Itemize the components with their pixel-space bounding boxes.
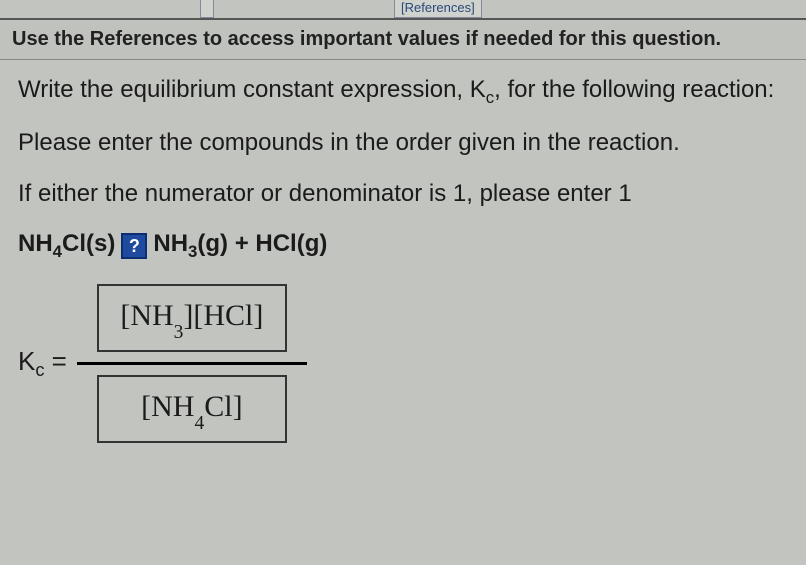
subscript: 3 xyxy=(174,322,184,343)
reaction-arrow-help-icon[interactable]: ? xyxy=(121,233,147,259)
numerator-input[interactable]: [NH3][HCl] xyxy=(97,284,287,352)
reactant: NH4Cl(s) xyxy=(18,228,115,263)
text: = xyxy=(44,346,66,376)
text: [NH xyxy=(141,390,194,423)
text: Cl] xyxy=(204,390,242,423)
prompt-line-2: Please enter the compounds in the order … xyxy=(18,127,788,159)
subscript: 4 xyxy=(53,242,62,261)
top-tab-row: [References] xyxy=(0,0,806,18)
question-body: Write the equilibrium constant expressio… xyxy=(0,60,806,457)
tab-references[interactable]: [References] xyxy=(394,0,482,18)
tab-left[interactable] xyxy=(200,0,214,18)
text: Write the equilibrium constant expressio… xyxy=(18,76,486,103)
text: (g) + HCl(g) xyxy=(197,230,327,257)
subscript: 3 xyxy=(188,242,197,261)
text: [NH xyxy=(120,299,173,332)
products: NH3(g) + HCl(g) xyxy=(153,228,327,263)
prompt-line-1: Write the equilibrium constant expressio… xyxy=(18,74,788,109)
fraction-bar xyxy=(77,362,307,365)
fraction: [NH3][HCl] [NH4Cl] xyxy=(77,284,307,444)
subscript-c: c xyxy=(486,88,494,107)
subscript: 4 xyxy=(194,413,204,434)
reaction-equation: NH4Cl(s) ? NH3(g) + HCl(g) xyxy=(18,228,788,263)
denominator-input[interactable]: [NH4Cl] xyxy=(97,375,287,443)
text: K xyxy=(18,346,35,376)
instruction-banner: Use the References to access important v… xyxy=(0,18,806,60)
kc-expression: Kc = [NH3][HCl] [NH4Cl] xyxy=(18,284,788,444)
prompt-line-3: If either the numerator or denominator i… xyxy=(18,178,788,210)
text: ][HCl] xyxy=(183,299,263,332)
text: NH xyxy=(153,230,188,257)
text: , for the following reaction: xyxy=(494,76,774,103)
kc-label: Kc = xyxy=(18,344,67,383)
text: Cl(s) xyxy=(62,230,115,257)
text: NH xyxy=(18,230,53,257)
